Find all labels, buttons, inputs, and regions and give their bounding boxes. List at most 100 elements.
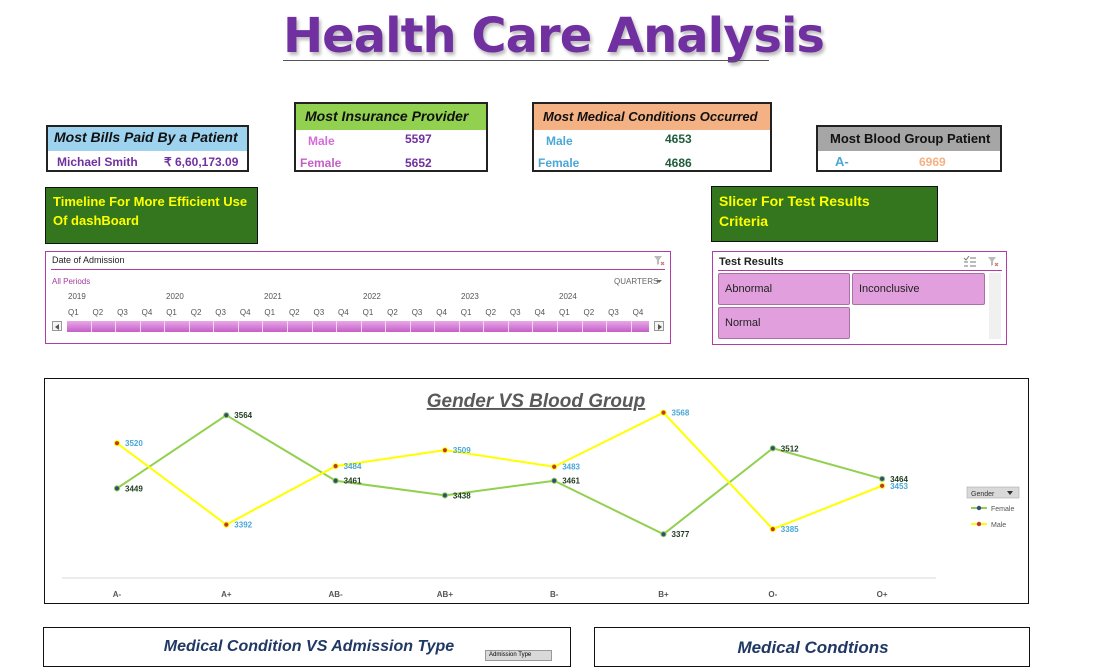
insurance-card-header: Most Insurance Provider (296, 104, 486, 130)
data-label-male: 3509 (453, 446, 471, 455)
timeline-all-periods[interactable]: All Periods (52, 277, 91, 286)
dashboard-title: Health Care Analysis (283, 8, 825, 64)
clear-filter-icon[interactable] (987, 255, 999, 267)
slicer-header: Test Results (719, 256, 784, 268)
data-label-female: 3464 (890, 475, 908, 484)
title-underline (283, 60, 769, 61)
timeline-scroll-right[interactable] (654, 321, 664, 331)
chart-legend[interactable]: Gender Female Male (966, 486, 1020, 529)
timeline-tick (532, 321, 534, 332)
timeline-tick (507, 321, 509, 332)
timeline-tick (606, 321, 608, 332)
data-label-male: 3484 (344, 462, 362, 471)
conditions-male-label: Male (546, 134, 573, 148)
timeline-tick (483, 321, 485, 332)
multi-select-icon[interactable] (963, 255, 977, 267)
timeline-tick (311, 321, 313, 332)
timeline-level-selector[interactable]: QUARTERS (614, 277, 659, 286)
slicer-item-abnormal[interactable]: Abnormal (718, 273, 850, 305)
data-label-male: 3520 (125, 439, 143, 448)
timeline-years: 2019 2020 2021 2022 2023 2024 (46, 292, 666, 302)
quarter-label: Q3 (608, 308, 619, 317)
data-point-female (441, 492, 448, 499)
data-point-female (113, 485, 121, 492)
data-label-male: 3483 (562, 463, 580, 472)
data-label-female: 3564 (234, 411, 252, 420)
scroll-right-icon (658, 324, 662, 330)
legend-label-female: Female (991, 506, 1014, 513)
slicer-header-divider (718, 270, 1002, 271)
timeline-tick (360, 321, 362, 332)
quarter-label: Q2 (288, 308, 300, 317)
bills-amount: ₹ 6,60,173.09 (164, 155, 239, 169)
data-label-male: 3385 (781, 525, 799, 534)
legend-title: Gender (971, 491, 995, 498)
timeline-tick (557, 321, 558, 332)
data-point-female (660, 531, 667, 538)
timeline-tick (139, 321, 141, 332)
data-label-female: 3461 (562, 477, 580, 486)
timeline-tick (90, 321, 92, 332)
slicer-scrollbar[interactable] (989, 273, 1001, 339)
chevron-down-icon[interactable] (656, 280, 662, 283)
condition-admission-chart: Medical Condition VS Admission Type Admi… (43, 627, 571, 667)
timeline-header: Date of Admission (52, 255, 125, 265)
data-point-male (113, 440, 121, 447)
data-point-male (660, 409, 667, 416)
data-label-female: 3461 (344, 477, 362, 486)
timeline-tick (409, 321, 411, 332)
timeline-tick (237, 321, 239, 332)
slicer-note-line1: Slicer For Test Results (719, 193, 870, 209)
year-label: 2022 (363, 292, 381, 301)
timeline-tick (336, 321, 338, 332)
timeline-tick (286, 321, 288, 332)
timeline-scroll-left[interactable] (52, 321, 62, 331)
clear-filter-icon[interactable] (653, 254, 665, 266)
admission-type-filter[interactable]: Admission Type (485, 650, 552, 661)
data-point-female (223, 412, 230, 419)
data-point-female (879, 475, 886, 482)
timeline-tick (581, 321, 583, 332)
timeline-bar[interactable] (67, 321, 649, 332)
bills-card: Most Bills Paid By a Patient Michael Smi… (46, 125, 249, 172)
legend-marker-female (976, 505, 982, 511)
blood-group-value: A- (835, 154, 849, 169)
data-label-male: 3453 (890, 482, 908, 491)
timeline-tick (630, 321, 632, 332)
timeline-tick (385, 321, 387, 332)
blood-group-card: Most Blood Group Patient A- 6969 (816, 125, 1002, 172)
quarter-label: Q4 (436, 308, 447, 317)
timeline-note-line1: Timeline For More Efficient Use (53, 194, 248, 209)
timeline-tick (164, 321, 166, 332)
insurance-card: Most Insurance Provider Male 5597 Female… (294, 102, 488, 172)
quarter-label: Q3 (313, 308, 325, 317)
x-tick-label: AB- (328, 590, 343, 599)
data-point-male (332, 462, 339, 470)
data-label-female: 3438 (453, 491, 471, 500)
data-point-male (879, 482, 886, 489)
conditions-female-label: Female (538, 156, 580, 170)
slicer-note: Slicer For Test Results Criteria (711, 186, 938, 242)
quarter-label: Q1 (166, 308, 177, 317)
timeline-tick (188, 321, 190, 332)
timeline-header-divider (51, 269, 665, 270)
slicer-item-normal[interactable]: Normal (718, 307, 850, 339)
date-timeline[interactable]: Date of Admission All Periods QUARTERS 2… (45, 251, 671, 344)
quarter-label: Q1 (362, 308, 374, 317)
timeline-tick (434, 321, 436, 332)
x-tick-label: B+ (658, 590, 669, 599)
slicer-item-inconclusive[interactable]: Inconclusive (852, 273, 985, 305)
legend-label-male: Male (991, 522, 1006, 529)
data-label-female: 3512 (781, 444, 799, 453)
x-tick-label: B- (550, 590, 559, 599)
data-point-male (441, 447, 448, 454)
bills-patient-name: Michael Smith (57, 155, 138, 169)
year-label: 2023 (461, 292, 479, 301)
year-label: 2021 (264, 292, 282, 301)
data-point-female (769, 445, 776, 452)
x-tick-label: AB+ (437, 590, 454, 599)
test-results-slicer: Test Results Abnormal Inconclusive Norma… (712, 251, 1007, 345)
series-line-female (116, 413, 883, 536)
data-label-male: 3568 (672, 409, 690, 418)
legend-filter-button[interactable] (966, 486, 1020, 499)
